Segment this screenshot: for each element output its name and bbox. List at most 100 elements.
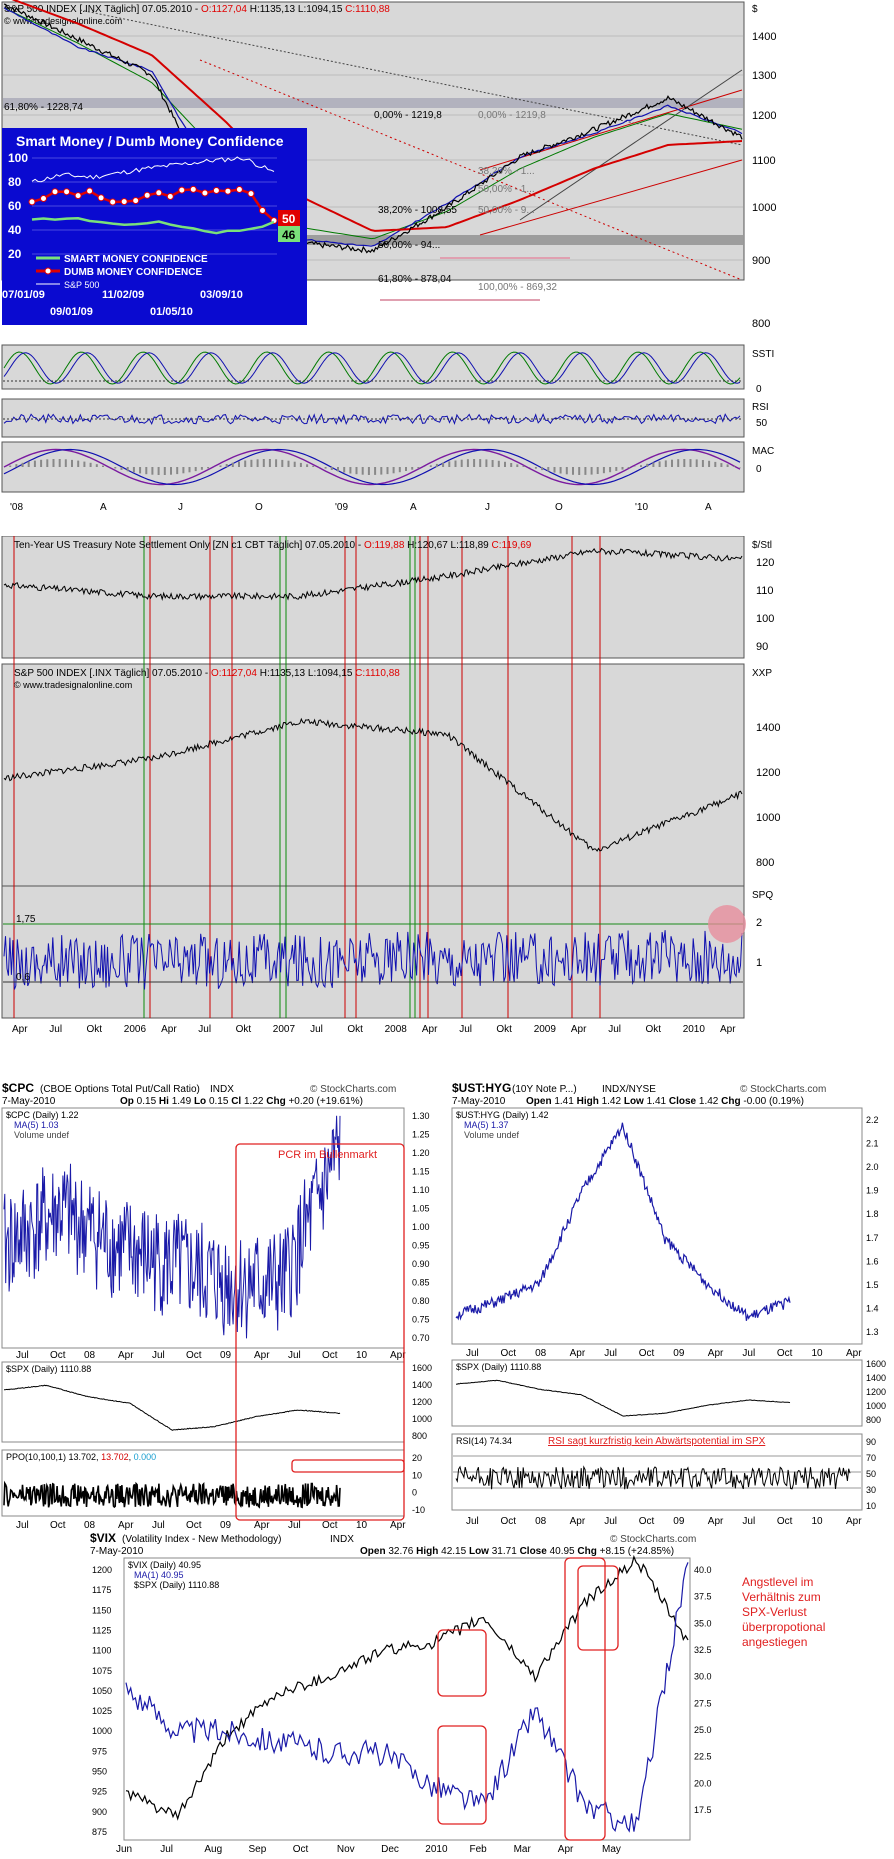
x-tick: 09	[673, 1348, 685, 1359]
rsi-line	[3, 413, 741, 426]
inset-smart	[31, 217, 275, 235]
trendline-dotted-1	[79, 9, 743, 146]
cpc-svg: $CPC (CBOE Options Total Put/Call Ratio)…	[1, 1081, 432, 1531]
x-tick: Feb	[470, 1844, 488, 1855]
inset-date: 01/05/10	[150, 306, 193, 318]
feb-spx-box	[437, 1629, 487, 1697]
x-tick: Okt	[646, 1024, 662, 1035]
y-tick: 1000	[92, 1726, 112, 1736]
y-tick: 1600	[412, 1363, 432, 1373]
y-tick: 1100	[92, 1646, 111, 1656]
top-yaxis: 1400 1300 1200 1100 1000 900 800	[752, 31, 776, 330]
y-tick: 800	[866, 1415, 881, 1425]
hyg-xaxis: Jul Oct 08 Apr Jul Oct 09 Apr Jul Oct 10 Apr	[466, 1348, 862, 1359]
y-tick: 90	[866, 1437, 876, 1447]
hyg-spx-series	[455, 1379, 791, 1417]
vix-annotation-line: Verhältnis zum	[742, 1590, 821, 1604]
macd-series	[3, 448, 741, 486]
smart-value: 46	[282, 228, 296, 242]
x-tick: A	[100, 502, 107, 513]
x-tick: Jul	[604, 1516, 617, 1527]
cpc-spx-plot	[1, 1361, 405, 1443]
dumb-dot	[224, 187, 232, 195]
x-tick: May	[602, 1844, 621, 1855]
hyg-spx-yaxis: 1600 1400 1200 1000 800	[866, 1359, 886, 1425]
spq-highlight-circle	[708, 905, 746, 943]
x-tick: Mar	[514, 1844, 532, 1855]
hyg-name: (10Y Note P...)	[512, 1084, 577, 1095]
tnote-unit: $/Stl	[752, 540, 772, 551]
y-tick: 800	[756, 857, 774, 869]
vix-exchange: INDX	[330, 1534, 354, 1545]
dumb-dot	[235, 186, 243, 193]
y-tick: 0.85	[412, 1278, 430, 1288]
top-chart-svg: S&P 500 INDEX [.INX Täglich] 07.05.2010 …	[1, 0, 776, 438]
vix-quote: Open 32.76 High 42.15 Low 31.71 Close 40…	[360, 1546, 674, 1557]
macd-tick: 0	[756, 464, 762, 475]
cpc-spx-yaxis: 1600 1400 1200 1000 800	[412, 1363, 432, 1441]
x-tick: 10	[356, 1350, 368, 1361]
y-tick: 0.75	[412, 1315, 430, 1325]
y-tick: 1100	[752, 155, 776, 167]
x-tick: Jul	[466, 1348, 479, 1359]
fib-label: 0,00% - 1219,8	[478, 110, 546, 121]
fib-label: 50,00% - 1...	[478, 184, 535, 195]
inset-y-tick: 40	[8, 223, 22, 237]
vix-annotation-line: überpropotional	[742, 1620, 825, 1634]
cpc-symbol: $CPC	[2, 1081, 34, 1095]
dumb-dot	[97, 194, 105, 202]
x-tick: Apr	[708, 1516, 724, 1527]
channel-red-2	[479, 159, 743, 236]
vix-series	[125, 1554, 689, 1833]
x-tick: 08	[84, 1520, 96, 1530]
x-tick: O	[555, 502, 563, 513]
cpc-quote: Op 0.15 Hi 1.49 Lo 0.15 Cl 1.22 Chg +0.2…	[120, 1096, 363, 1107]
hyg-rsi-yaxis: 90 70 50 30 10	[866, 1437, 876, 1511]
y-tick: 25.0	[694, 1725, 712, 1735]
ma-green	[3, 7, 743, 240]
vix-svg: $VIX (Volatility Index - New Methodology…	[90, 1531, 825, 1855]
x-tick: Oct	[639, 1516, 655, 1527]
hyg-rsi-series	[453, 1455, 861, 1490]
x-tick: 2007	[273, 1024, 296, 1035]
spq-level-high: 1,75	[16, 914, 36, 925]
fib-band-lower	[3, 235, 743, 245]
y-tick: 1200	[752, 110, 776, 122]
dumb-dot	[74, 192, 82, 200]
x-tick: Oct	[777, 1516, 793, 1527]
x-tick: 2008	[385, 1024, 408, 1035]
x-tick: Apr	[571, 1024, 587, 1035]
y-tick: 1.15	[412, 1167, 430, 1177]
cpc-panel: $CPC (CBOE Options Total Put/Call Ratio)…	[0, 1080, 440, 1531]
y-tick: 0.95	[412, 1241, 430, 1251]
inset-y-tick: 20	[8, 247, 22, 261]
mid-chart-panel: Ten-Year US Treasury Note Settlement Onl…	[0, 535, 894, 1058]
ssti-green	[3, 351, 741, 385]
x-tick: Oct	[501, 1348, 517, 1359]
x-tick: Oct	[777, 1348, 793, 1359]
fib-labels: 61,80% - 1228,74 0,00% - 1219,8 0,00% - …	[4, 102, 557, 293]
ppo-legend: PPO(10,100,1) 13.702, 13.702, 0.000	[6, 1452, 156, 1462]
y-tick: 1	[756, 957, 762, 969]
y-tick: 70	[866, 1453, 876, 1463]
ssti-label: SSTI	[752, 349, 774, 360]
pcr-annotation-box	[235, 1143, 405, 1521]
y-tick: 90	[756, 641, 768, 653]
tnote-line	[3, 547, 743, 601]
dumb-dot	[247, 190, 255, 198]
x-tick: Apr	[118, 1520, 134, 1530]
macd-svg: MAC 0 '08 A J O '09 A J O '10 A	[1, 441, 774, 513]
vix-legend-daily: $VIX (Daily) 40.95	[128, 1560, 201, 1570]
y-tick: 1600	[866, 1359, 886, 1369]
spq-level-low: 0,6	[16, 972, 30, 983]
y-tick: 1000	[866, 1401, 886, 1411]
cpc-line	[3, 1115, 341, 1339]
inset-dates: 07/01/09 11/02/09 03/09/10 09/01/09 01/0…	[2, 289, 243, 318]
spx-price	[3, 3, 743, 254]
x-tick: 10	[812, 1516, 824, 1527]
x-tick: Jul	[49, 1024, 62, 1035]
x-tick: Jul	[466, 1516, 479, 1527]
x-tick: Apr	[708, 1348, 724, 1359]
dumb-value: 50	[282, 212, 296, 226]
x-tick: Sep	[249, 1844, 267, 1855]
